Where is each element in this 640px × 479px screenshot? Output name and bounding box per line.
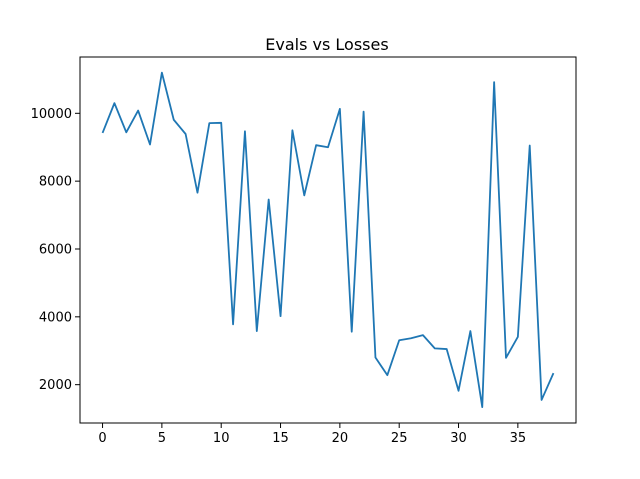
x-tick-label: 20: [332, 431, 349, 446]
x-tick-label: 0: [98, 431, 106, 446]
y-axis: 2000 4000 6000 8000 10000: [31, 107, 80, 393]
series-line: [103, 73, 554, 407]
y-tick-label: 2000: [39, 378, 72, 393]
y-tick-label: 4000: [39, 310, 72, 325]
x-tick-label: 15: [272, 431, 289, 446]
x-tick-label: 35: [510, 431, 527, 446]
x-tick-label: 10: [213, 431, 230, 446]
plot-area: [103, 73, 554, 407]
y-tick-label: 10000: [31, 107, 72, 122]
x-tick-label: 30: [450, 431, 467, 446]
x-tick-label: 25: [391, 431, 408, 446]
x-axis: 0 5 10 15 20 25 30 35: [98, 423, 526, 446]
x-tick-label: 5: [158, 431, 166, 446]
y-tick-label: 6000: [39, 242, 72, 257]
y-tick-label: 8000: [39, 175, 72, 190]
chart-title: Evals vs Losses: [265, 35, 388, 54]
